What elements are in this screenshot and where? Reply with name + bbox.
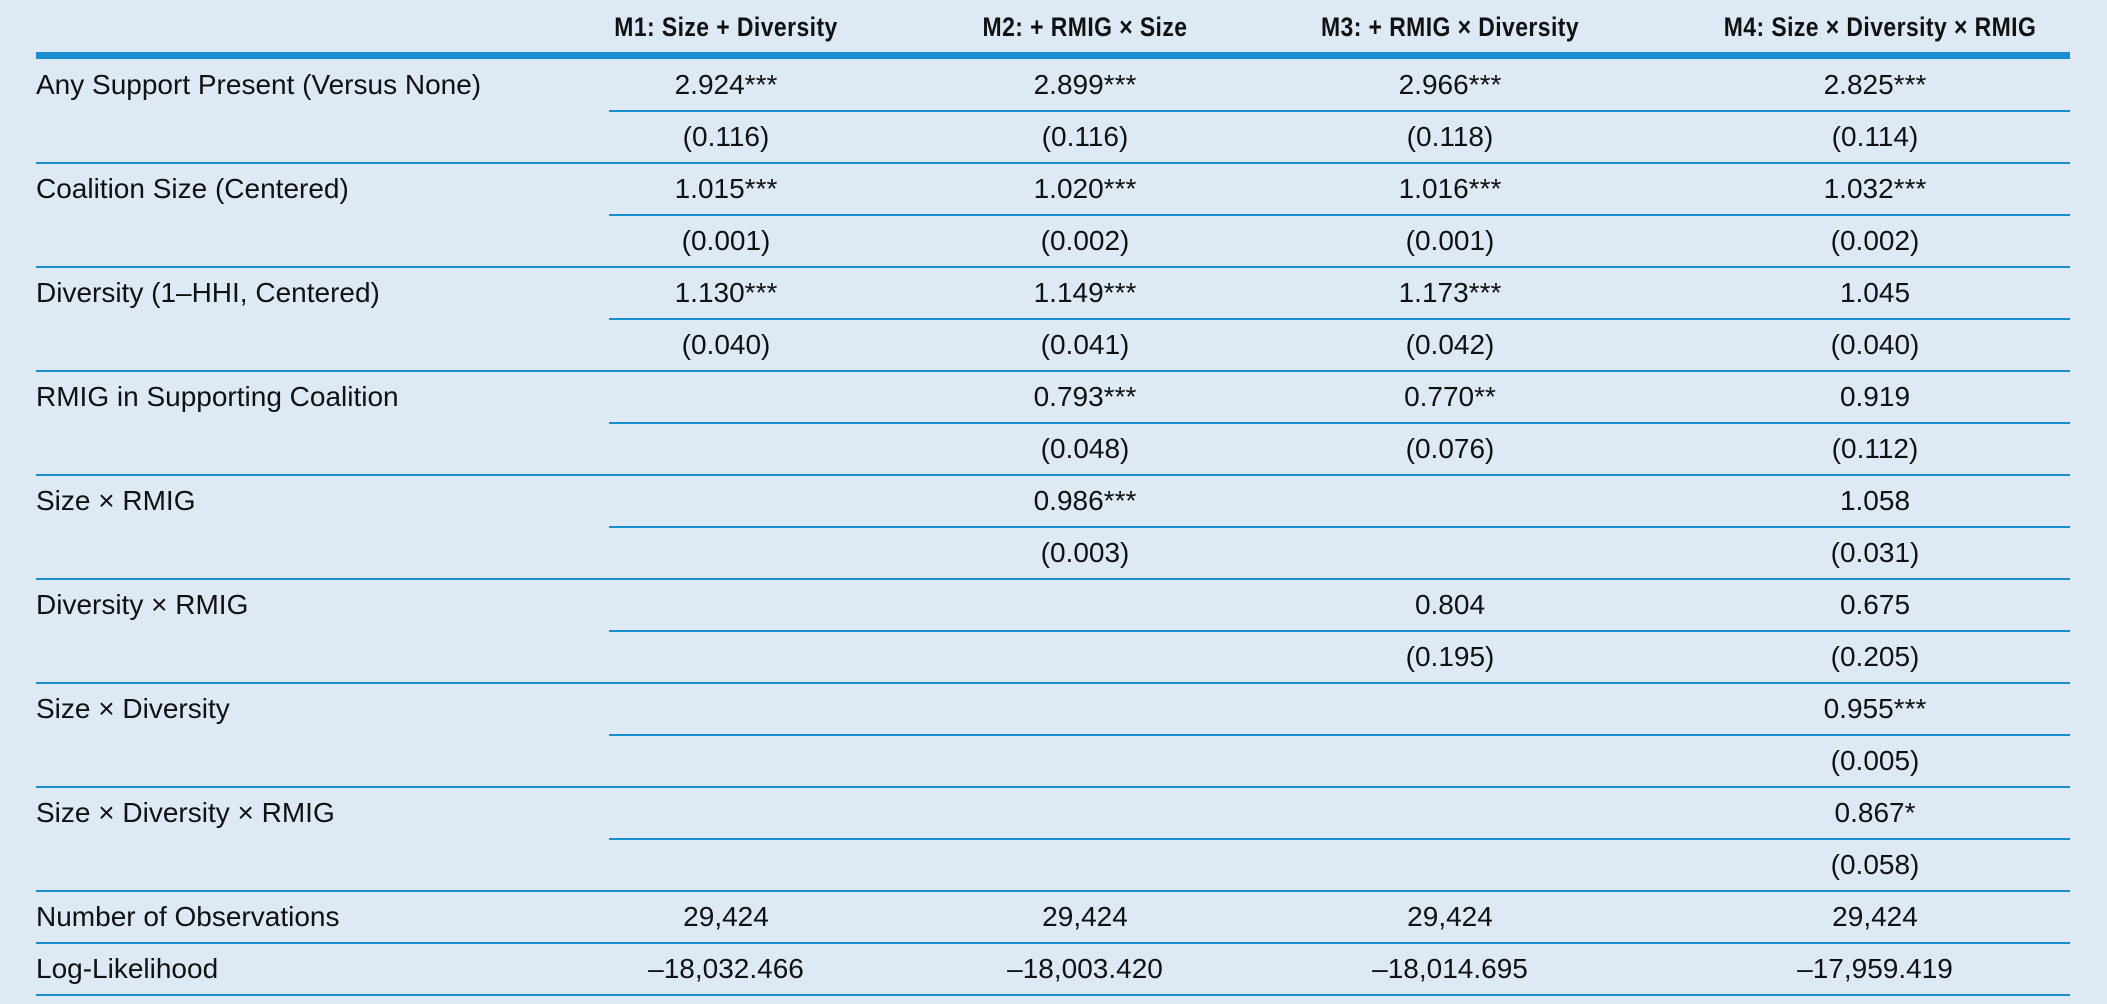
row-rule	[36, 370, 2070, 372]
standard-error: (0.031)	[1830, 537, 1920, 568]
stat-value: –18,032.466	[648, 953, 804, 984]
coefficient: 1.016***	[1398, 173, 1502, 204]
coefficient: 0.986***	[1033, 485, 1137, 516]
stat-value: 29,424	[1407, 901, 1493, 932]
standard-error: (0.040)	[681, 329, 771, 360]
coefficient: 1.058	[1839, 485, 1911, 516]
stat-value: 29,424	[1832, 901, 1918, 932]
coefficient: 1.020***	[1033, 173, 1137, 204]
stat-value: 29,424	[1042, 901, 1128, 932]
header-rule	[36, 52, 2070, 59]
row-rule	[609, 630, 2070, 632]
column-header: M2: + RMIG × Size	[982, 12, 1188, 42]
row-label: Size × Diversity	[36, 693, 230, 724]
row-rule	[609, 734, 2070, 736]
row-rule	[36, 162, 2070, 164]
row-rule	[609, 422, 2070, 424]
row-rule	[36, 474, 2070, 476]
row-rule	[36, 266, 2070, 268]
standard-error: (0.003)	[1040, 537, 1130, 568]
row-rule	[36, 682, 2070, 684]
standard-error: (0.042)	[1405, 329, 1495, 360]
coefficient: 0.793***	[1033, 381, 1137, 412]
stat-value: –17,959.419	[1797, 953, 1953, 984]
standard-error: (0.058)	[1830, 849, 1920, 880]
row-label: Diversity × RMIG	[36, 589, 249, 620]
row-rule	[36, 578, 2070, 580]
row-rule	[36, 942, 2070, 944]
stat-label: Log-Likelihood	[36, 953, 219, 984]
row-rule	[609, 110, 2070, 112]
standard-error: (0.001)	[1405, 225, 1495, 256]
coefficient: 1.045	[1839, 277, 1911, 308]
coefficient: 2.924***	[674, 69, 778, 100]
standard-error: (0.001)	[681, 225, 771, 256]
coefficient: 1.149***	[1033, 277, 1137, 308]
coefficient: 0.675	[1839, 589, 1911, 620]
stat-value: –18,003.420	[1007, 953, 1163, 984]
column-header: M3: + RMIG × Diversity	[1320, 12, 1580, 42]
standard-error: (0.116)	[682, 121, 770, 152]
row-rule	[609, 318, 2070, 320]
row-label: Diversity (1–HHI, Centered)	[36, 277, 380, 308]
standard-error: (0.118)	[1406, 121, 1494, 152]
stat-value: 29,424	[683, 901, 769, 932]
row-label: Size × RMIG	[36, 485, 196, 516]
standard-error: (0.040)	[1830, 329, 1920, 360]
column-header: M1: Size + Diversity	[614, 12, 838, 42]
coefficient: 0.919	[1839, 381, 1911, 412]
coefficient: 1.173***	[1398, 277, 1502, 308]
coefficient: 0.867*	[1834, 797, 1916, 828]
stat-value: –18,014.695	[1372, 953, 1528, 984]
standard-error: (0.048)	[1040, 433, 1130, 464]
coefficient: 1.015***	[674, 173, 778, 204]
coefficient: 2.966***	[1398, 69, 1502, 100]
coefficient: 0.804	[1414, 589, 1486, 620]
row-rule	[609, 214, 2070, 216]
row-label: RMIG in Supporting Coalition	[36, 381, 399, 412]
stat-label: Number of Observations	[36, 901, 340, 932]
coefficient: 2.825***	[1823, 69, 1927, 100]
row-rule	[609, 526, 2070, 528]
coefficient: 2.899***	[1033, 69, 1137, 100]
row-label: Size × Diversity × RMIG	[36, 797, 335, 828]
coefficient: 1.130***	[674, 277, 778, 308]
standard-error: (0.041)	[1040, 329, 1130, 360]
row-rule	[36, 890, 2070, 892]
standard-error: (0.205)	[1830, 641, 1920, 672]
row-label: Coalition Size (Centered)	[36, 173, 349, 204]
row-rule	[609, 838, 2070, 840]
standard-error: (0.116)	[1041, 121, 1129, 152]
row-rule	[36, 994, 2070, 996]
standard-error: (0.114)	[1831, 121, 1919, 152]
column-header: M4: Size × Diversity × RMIG	[1723, 12, 2037, 42]
standard-error: (0.002)	[1830, 225, 1920, 256]
coefficient: 0.955***	[1823, 693, 1927, 724]
standard-error: (0.076)	[1405, 433, 1495, 464]
row-label: Any Support Present (Versus None)	[36, 69, 482, 100]
standard-error: (0.112)	[1831, 433, 1919, 464]
coefficient: 1.032***	[1823, 173, 1927, 204]
row-rule	[36, 786, 2070, 788]
standard-error: (0.002)	[1040, 225, 1130, 256]
standard-error: (0.005)	[1830, 745, 1920, 776]
coefficient: 0.770**	[1404, 381, 1496, 412]
standard-error: (0.195)	[1405, 641, 1495, 672]
